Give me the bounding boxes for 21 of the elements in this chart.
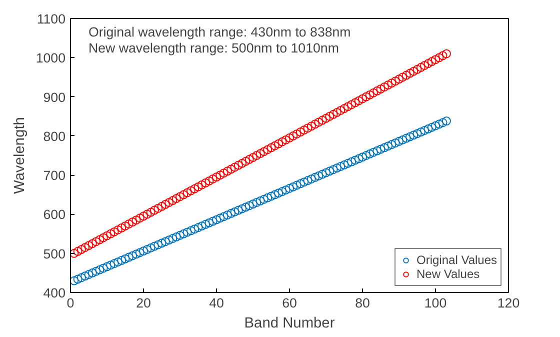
x-tick-label: 120	[497, 296, 520, 310]
x-tick-label: 100	[424, 296, 447, 310]
x-tick-label: 80	[355, 296, 370, 310]
y-tick-label: 400	[43, 286, 66, 300]
annotation: New wavelength range: 500nm to 1010nm	[88, 40, 339, 56]
y-tick-label: 700	[43, 168, 66, 184]
x-tick-label: 40	[209, 296, 224, 310]
y-axis-title: Wavelength	[12, 117, 28, 194]
y-tick-label: 500	[43, 246, 66, 262]
x-axis-title: Band Number	[244, 316, 335, 332]
legend-label: New Values	[416, 267, 480, 281]
x-tick-label: 0	[66, 296, 74, 310]
y-tick-label: 600	[43, 207, 66, 222]
legend-label: Original Values	[416, 253, 497, 267]
annotation: Original wavelength range: 430nm to 838nm	[88, 24, 351, 40]
x-tick-label: 20	[136, 296, 151, 310]
x-tick-label: 60	[282, 296, 297, 310]
y-tick-label: 900	[43, 90, 66, 105]
y-tick-label: 1100	[36, 12, 66, 26]
y-tick-label: 1000	[36, 50, 66, 66]
y-tick-label: 800	[43, 128, 66, 144]
